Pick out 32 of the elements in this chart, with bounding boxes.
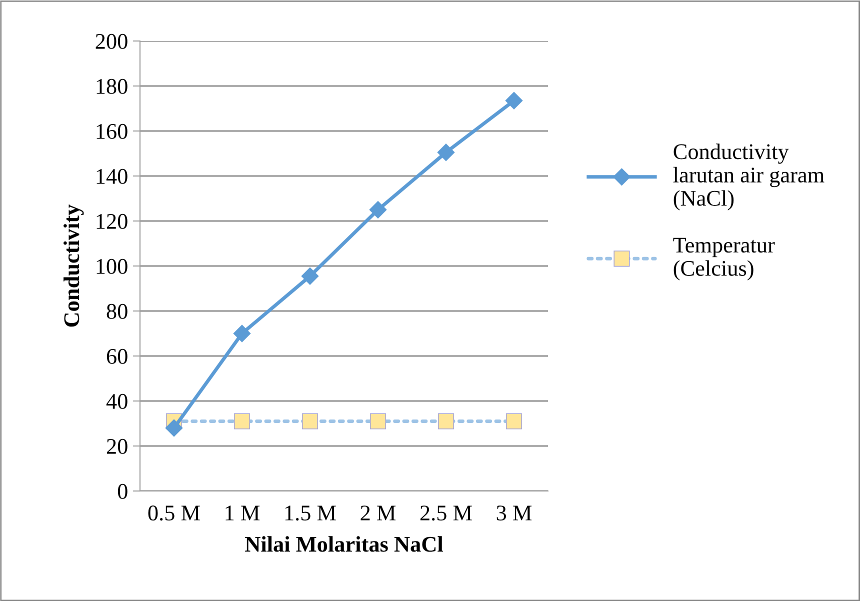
point <box>437 144 455 161</box>
y-tick-label: 20 <box>106 438 128 454</box>
y-tick-label: 160 <box>96 124 128 139</box>
x-tick-label: 2 M <box>360 506 396 520</box>
point <box>438 413 454 430</box>
legend-label: Conductivity larutan air garam (NaCl) <box>673 144 824 210</box>
x-axis-title: Nilai Molaritas NaCl <box>245 536 443 552</box>
y-tick-label: 180 <box>96 78 128 94</box>
point <box>506 413 522 430</box>
y-axis-title: Conductivity <box>64 204 84 327</box>
y-tick-label: 80 <box>106 304 128 319</box>
y-tick-label: 120 <box>96 214 128 229</box>
y-tick-label: 60 <box>106 348 128 364</box>
y-tick-label: 0 <box>118 484 128 499</box>
y-tick-label: 100 <box>96 258 128 274</box>
point <box>165 419 183 437</box>
y-tick-label: 140 <box>96 168 128 184</box>
point <box>234 413 250 430</box>
y-tick-label: 200 <box>96 34 128 49</box>
x-tick-label: 0.5 M <box>148 506 200 521</box>
point <box>233 324 251 342</box>
point <box>505 92 523 110</box>
point <box>301 268 319 285</box>
y-tick-label: 40 <box>106 394 128 409</box>
legend-label: Temperatur (Celcius) <box>673 238 775 280</box>
x-tick-label: 1 M <box>226 506 260 520</box>
x-tick-label: 2.5 M <box>420 506 472 521</box>
x-tick-label: 3 M <box>496 506 532 521</box>
point <box>369 201 387 218</box>
point <box>302 413 318 430</box>
x-tick-label: 1.5 M <box>285 506 336 521</box>
point <box>370 413 386 430</box>
